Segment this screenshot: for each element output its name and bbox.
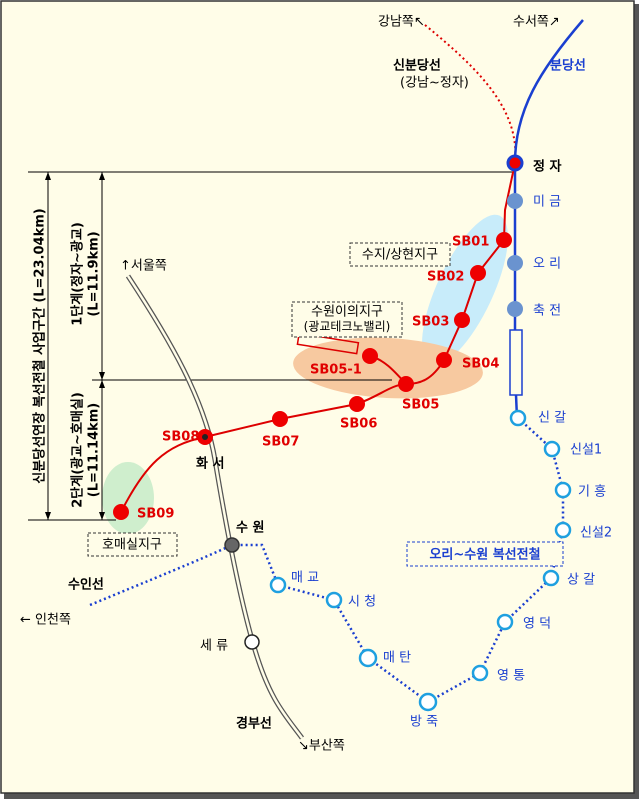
station-label: 오 리 xyxy=(533,257,561,272)
new-station-label: SB09 xyxy=(137,507,174,522)
station xyxy=(542,569,560,587)
station xyxy=(554,481,572,499)
station-label: 미 금 xyxy=(533,195,561,210)
station-label: 기 흥 xyxy=(578,485,606,500)
line-name: 경부선 xyxy=(236,716,272,732)
new-station xyxy=(362,348,378,364)
station-label: 세 류 xyxy=(200,639,228,654)
frame xyxy=(0,0,635,794)
station-label: 방 죽 xyxy=(410,715,438,730)
section-label: 신분당선연장 복선전철 사업구간 (L=23.04km) xyxy=(32,208,48,483)
label-box xyxy=(291,301,403,338)
direction: ↑서울쪽 xyxy=(120,259,167,274)
district: (광교테크노밸리) xyxy=(304,320,391,334)
station xyxy=(418,692,438,712)
station-label: 정 자 xyxy=(533,159,561,175)
station xyxy=(471,664,489,682)
station-label: 신 갈 xyxy=(538,411,566,426)
station-label: 상 갈 xyxy=(567,573,595,588)
new-station xyxy=(454,312,470,328)
station-label: 영 덕 xyxy=(523,617,551,632)
new-station xyxy=(272,411,288,427)
new-station-label: SB07 xyxy=(262,435,299,450)
station-jeongja xyxy=(506,154,524,172)
new-station xyxy=(436,352,452,368)
dimension-lines xyxy=(28,171,512,521)
station xyxy=(507,193,523,209)
label-box xyxy=(87,532,178,557)
line-name: 오리~수원 복선전철 xyxy=(429,547,540,563)
station-label: 축 전 xyxy=(533,304,561,319)
new-station xyxy=(349,396,365,412)
station-label: 시 청 xyxy=(348,595,376,610)
station xyxy=(496,613,514,631)
new-station-label: SB04 xyxy=(462,357,499,372)
station-label: 신설2 xyxy=(580,526,612,541)
direction: 수서쪽↗ xyxy=(513,15,560,30)
stations xyxy=(113,154,572,712)
station-label: 신설1 xyxy=(570,443,602,458)
new-station xyxy=(398,376,414,392)
station xyxy=(509,409,527,427)
station xyxy=(554,521,572,539)
depot xyxy=(296,332,360,355)
station-hwaseo xyxy=(202,434,208,440)
new-station-label: SB06 xyxy=(340,417,377,432)
line-name: 분당선 xyxy=(550,58,586,74)
section-label: (L=11.14km) xyxy=(87,403,102,497)
direction: ← 인천쪽 xyxy=(20,613,71,628)
new-station-label: SB08 xyxy=(162,430,199,445)
district: 수지/상현지구 xyxy=(362,248,438,263)
gyeongbu-line-inner xyxy=(126,275,304,739)
station-suwon xyxy=(224,537,240,553)
label-box xyxy=(406,541,564,567)
station xyxy=(507,301,523,317)
district: 호매실지구 xyxy=(102,538,162,553)
station xyxy=(543,440,561,458)
suji-area xyxy=(422,214,508,366)
station-seryu xyxy=(244,634,260,650)
station-label: 매 교 xyxy=(291,571,319,586)
new-station-label: SB01 xyxy=(452,235,489,250)
new-station xyxy=(496,232,512,248)
section-label: 2단계(광교~호매실) xyxy=(70,392,86,508)
line-section: (강남~정자) xyxy=(400,76,469,91)
new-station xyxy=(113,504,129,520)
station xyxy=(507,255,523,271)
new-station-label: SB05-1 xyxy=(310,363,362,378)
section-label: (L=11.9km) xyxy=(87,231,102,316)
station xyxy=(325,591,343,609)
iui-area xyxy=(293,337,483,399)
new-station-label: SB02 xyxy=(427,270,464,285)
section-label: 1단계(정자~광교) xyxy=(70,222,86,326)
suin-line xyxy=(89,543,233,607)
station-label: 영 통 xyxy=(497,669,525,684)
line-name: 수인선 xyxy=(68,577,104,593)
line-name: 신분당선 xyxy=(393,58,441,74)
station-label: 화 서 xyxy=(196,456,224,472)
direction: ↘부산쪽 xyxy=(298,739,345,754)
new-station-label: SB05 xyxy=(402,398,439,413)
station-label: 매 탄 xyxy=(383,651,411,666)
label-box xyxy=(349,242,451,267)
direction: 강남쪽↖ xyxy=(378,15,425,30)
district: 수원이의지구 xyxy=(311,305,383,320)
station xyxy=(269,576,287,594)
new-station xyxy=(470,265,486,281)
station xyxy=(358,648,378,668)
station-label: 수 원 xyxy=(236,521,264,536)
new-station-label: SB03 xyxy=(412,315,449,330)
